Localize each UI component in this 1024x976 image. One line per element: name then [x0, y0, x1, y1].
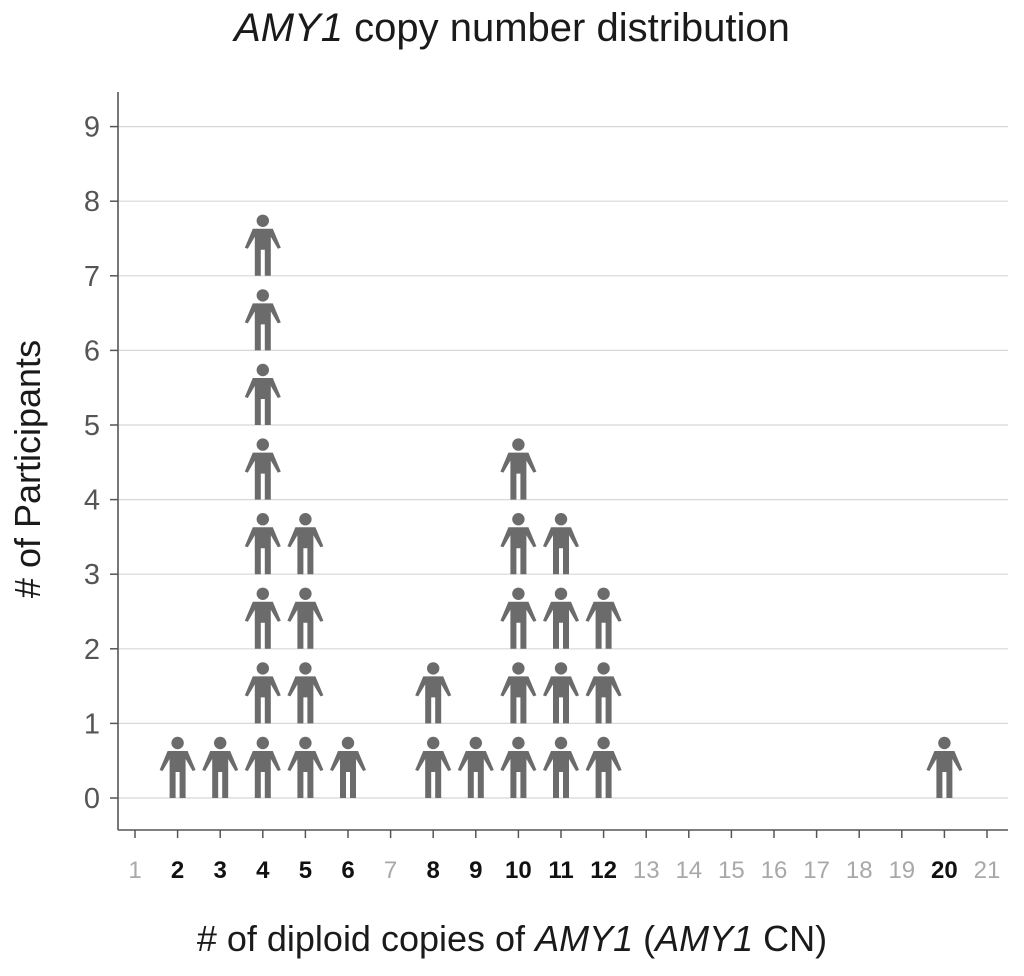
person-icon — [244, 438, 281, 500]
chart-title-text: copy number distribution — [343, 6, 790, 50]
y-tick-label: 3 — [84, 559, 100, 591]
person-icon — [500, 438, 537, 500]
y-tick-label: 7 — [84, 261, 100, 293]
person-icon — [500, 736, 537, 798]
person-icon — [585, 587, 622, 649]
x-axis-title-gene-1: AMY1 — [535, 918, 634, 959]
x-axis-title-suffix: CN) — [753, 918, 828, 959]
x-tick-label: 1 — [128, 857, 141, 884]
x-tick-label: 2 — [171, 857, 184, 884]
x-tick-label: 3 — [214, 857, 227, 884]
person-icon — [287, 736, 324, 798]
person-icon — [500, 662, 537, 724]
x-axis-title-prefix: # of diploid copies of — [196, 918, 536, 959]
person-icon — [585, 736, 622, 798]
x-tick-label: 15 — [718, 857, 745, 884]
person-icon — [244, 214, 281, 276]
x-axis-title: # of diploid copies of AMY1 (AMY1 CN) — [0, 918, 1024, 960]
participant-icons — [159, 214, 963, 798]
x-tick-label: 17 — [803, 857, 830, 884]
person-icon — [159, 736, 196, 798]
chart-title: AMY1 copy number distribution — [0, 6, 1024, 51]
y-tick-label: 0 — [84, 783, 100, 815]
x-tick-label: 13 — [633, 857, 660, 884]
y-tick-label: 8 — [84, 186, 100, 218]
x-tick-label: 6 — [341, 857, 354, 884]
x-tick-label: 12 — [590, 857, 617, 884]
person-icon — [500, 513, 537, 575]
person-icon — [543, 587, 579, 649]
person-icon — [457, 736, 494, 798]
x-axis-title-mid: ( — [633, 918, 656, 959]
x-tick-label: 16 — [761, 857, 788, 884]
x-tick-label: 19 — [888, 857, 915, 884]
person-icon — [585, 662, 622, 724]
person-icon — [244, 289, 281, 351]
person-icon — [543, 736, 579, 798]
person-icon — [244, 662, 281, 724]
person-icon — [415, 662, 452, 724]
x-tick-label: 14 — [675, 857, 702, 884]
y-tick-label: 6 — [84, 335, 100, 367]
person-icon — [244, 587, 281, 649]
x-tick-label: 21 — [974, 857, 1001, 884]
person-icon — [244, 513, 281, 575]
person-icon — [244, 736, 281, 798]
chart-title-gene: AMY1 — [234, 6, 344, 50]
person-icon — [244, 363, 281, 425]
x-tick-label: 8 — [427, 857, 440, 884]
y-tick-label: 1 — [84, 708, 100, 740]
y-tick-label: 4 — [84, 485, 100, 517]
person-icon — [926, 736, 963, 798]
y-tick-label: 9 — [84, 112, 100, 144]
x-tick-label: 20 — [931, 857, 958, 884]
person-icon — [543, 513, 579, 575]
y-tick-label: 5 — [84, 410, 100, 442]
x-tick-label: 7 — [384, 857, 397, 884]
x-tick-label: 10 — [505, 857, 532, 884]
x-tick-label: 5 — [299, 857, 312, 884]
person-icon — [543, 662, 579, 724]
person-icon — [287, 587, 324, 649]
person-icon — [287, 513, 324, 575]
x-tick-label: 4 — [256, 857, 270, 884]
person-icon — [500, 587, 537, 649]
person-icon — [287, 662, 324, 724]
y-tick-label: 2 — [84, 634, 100, 666]
x-axis-ticks: 1 2 3 4 5 6 7 8 9 10 11 12 13 14 15 16 17 18 19 20 21 — [128, 830, 1000, 884]
x-tick-label: 9 — [469, 857, 482, 884]
person-icon — [202, 736, 239, 798]
y-axis-ticks: 0 1 2 3 4 5 6 7 8 9 — [84, 112, 118, 815]
x-tick-label: 18 — [846, 857, 873, 884]
x-tick-label: 11 — [548, 857, 573, 884]
person-icon — [415, 736, 452, 798]
person-icon — [330, 736, 366, 798]
x-axis-title-gene-2: AMY1 — [655, 918, 754, 959]
